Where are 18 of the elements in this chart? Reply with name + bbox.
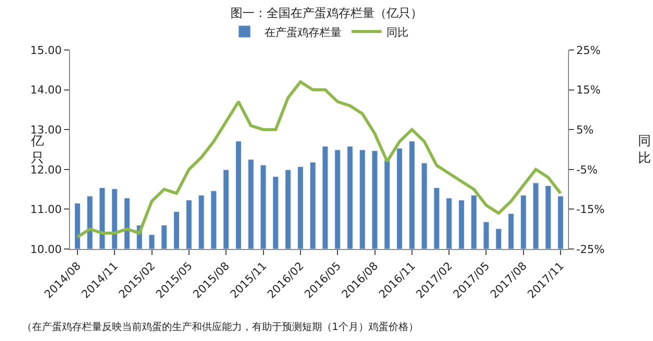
y2-axis-title: 同比 [638,134,651,166]
y2-tick-label: -5% [576,163,598,176]
legend-label: 在产蛋鸡存栏量 [264,26,342,39]
y-tick-label: 11.00 [30,203,62,216]
y2-tick-label: 5% [576,123,594,136]
y2-tick-label: 25% [576,44,601,57]
y2-tick-label: -25% [576,242,605,256]
chart-title: 图一：全国在产蛋鸡存栏量（亿只） [230,6,422,20]
y-tick-label: 15.00 [30,44,62,57]
y2-tick-label: 15% [576,84,601,97]
y-tick-label: 12.00 [30,163,62,176]
legend-label: 同比 [386,26,408,39]
y-axis-title: 亿只 [30,134,44,166]
text: （在产蛋鸡存栏量反映当前鸡蛋的生产和供应能力，有助于预测短期（1个月）鸡蛋价格） [22,321,418,333]
y-tick-label: 10.00 [30,242,62,256]
line-series [76,80,562,239]
y-tick-label: 14.00 [30,84,62,97]
y2-tick-label: -15% [576,203,605,216]
